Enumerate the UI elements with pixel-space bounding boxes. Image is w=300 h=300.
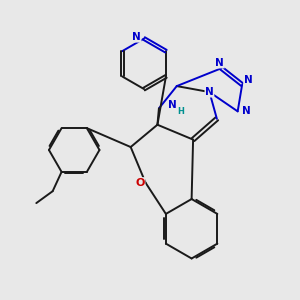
Text: N: N (242, 106, 250, 116)
Text: O: O (136, 178, 145, 188)
Text: H: H (177, 107, 184, 116)
Text: N: N (168, 100, 177, 110)
Text: N: N (215, 58, 224, 68)
Text: N: N (244, 75, 253, 85)
Text: N: N (205, 87, 214, 97)
Text: N: N (132, 32, 141, 42)
